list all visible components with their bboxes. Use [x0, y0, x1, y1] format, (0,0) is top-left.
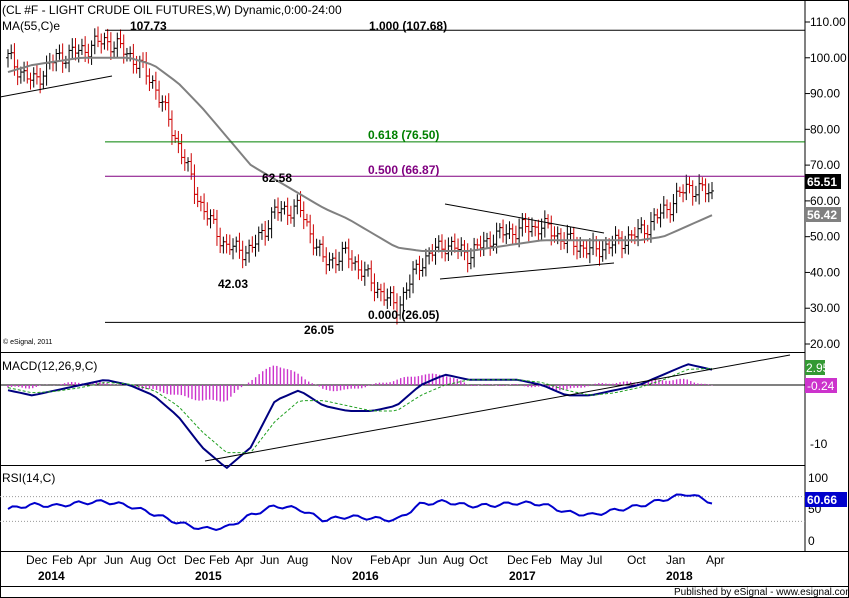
price-tick-label: 50.00 [810, 230, 840, 244]
macd-group [0, 354, 805, 470]
price-tick-label: 90.00 [810, 87, 840, 101]
x-month-label: Jun [104, 553, 123, 567]
x-year-label: 2014 [38, 569, 65, 583]
x-year-label: 2017 [509, 569, 536, 583]
macd-badge: 2.95 [806, 361, 830, 375]
macd-badge-bg [805, 360, 825, 375]
fib-100-label: 1.000 (107.68) [369, 19, 447, 33]
x-month-label: Feb [531, 553, 552, 567]
x-month-label: Feb [370, 553, 391, 567]
macd-label: MACD(12,26,9,C) [2, 359, 97, 373]
x-month-label: Jul [587, 553, 602, 567]
x-year-label: 2018 [666, 569, 693, 583]
price-tick-label: 30.00 [810, 301, 840, 315]
high-price-label: 107.73 [130, 19, 167, 33]
x-month-label: Feb [52, 553, 73, 567]
macd-signal-line [7, 367, 713, 454]
price-tick-label: 80.00 [810, 122, 840, 136]
swing-high-label: 62.58 [262, 171, 292, 185]
low-price-label: 26.05 [304, 323, 334, 337]
x-month-label: Apr [235, 553, 254, 567]
triangle-lower-line [439, 262, 615, 280]
last-price-badge-bg [805, 174, 841, 189]
hist-badge: -0.24 [807, 379, 835, 393]
x-month-label: Apr [706, 553, 725, 567]
x-month-label: Feb [209, 553, 230, 567]
x-month-label: Oct [469, 553, 488, 567]
price-trendlines [0, 75, 615, 280]
price-levels-group [105, 29, 805, 323]
price-bars [6, 26, 714, 325]
x-month-label: Aug [130, 553, 151, 567]
footer-text: Published by eSignal - www.esignal.com [674, 587, 849, 598]
rsi-label: RSI(14,C) [2, 471, 55, 485]
x-month-label: Dec [184, 553, 205, 567]
price-tick-label: 110.00 [810, 15, 846, 29]
fib-000-label: 0.000 (26.05) [368, 308, 439, 322]
rsi-group [0, 493, 805, 532]
price-ma-group [7, 56, 713, 252]
price-grid: 110.00 100.00 90.00 80.00 70.00 60.00 50.00 40.… [805, 15, 847, 351]
ma-badge: 56.42 [807, 208, 837, 222]
price-tick-label: 70.00 [810, 158, 840, 172]
x-month-label: Oct [627, 553, 646, 567]
ma-line [7, 56, 713, 252]
price-tick-label: 40.00 [810, 265, 840, 279]
macd-tick-neg10: -10 [810, 437, 828, 451]
trendline-2014 [0, 75, 113, 98]
ma-label: MA(55,C)e [2, 19, 60, 33]
x-month-label: Jun [260, 553, 279, 567]
x-month-label: Nov [331, 553, 352, 567]
rsi-badge: 60.66 [807, 493, 837, 507]
price-tick-label: 100.00 [810, 51, 847, 65]
triangle-upper-line [444, 203, 605, 234]
macd-line [7, 363, 713, 470]
rsi-tick-0: 0 [808, 534, 815, 548]
x-month-label: Aug [287, 553, 308, 567]
rsi-badge-bg [805, 492, 847, 507]
copyright-text: © eSignal, 2011 [3, 338, 53, 346]
x-month-label: Oct [157, 553, 176, 567]
x-month-label: May [560, 553, 583, 567]
x-month-label: Jan [666, 553, 685, 567]
last-price-badge: 65.51 [807, 175, 837, 189]
rsi-tick-100: 100 [808, 471, 828, 485]
fib-500-label: 0.500 (66.87) [368, 163, 439, 177]
x-month-label: Dec [26, 553, 47, 567]
swing-low-label: 42.03 [218, 277, 248, 291]
axis-labels: Dec Feb Apr Jun Aug Oct Dec Feb Apr Jun Aug Nov Feb A… [26, 553, 725, 583]
x-month-label: Apr [392, 553, 411, 567]
ma-badge-bg [805, 207, 841, 222]
macd-trendline [204, 354, 791, 462]
x-year-label: 2016 [352, 569, 379, 583]
price-tick-label: 60.00 [810, 194, 840, 208]
rsi-line [7, 493, 713, 532]
x-month-label: Aug [443, 553, 464, 567]
fib-618-label: 0.618 (76.50) [368, 128, 439, 142]
price-tick-label: 20.00 [810, 337, 840, 351]
x-year-label: 2015 [195, 569, 222, 583]
hist-badge-bg [805, 378, 837, 393]
x-month-label: Apr [78, 553, 97, 567]
chart-title: (CL #F - LIGHT CRUDE OIL FUTURES,W) Dyna… [2, 3, 342, 17]
x-month-label: Jun [418, 553, 437, 567]
x-month-label: Dec [507, 553, 528, 567]
